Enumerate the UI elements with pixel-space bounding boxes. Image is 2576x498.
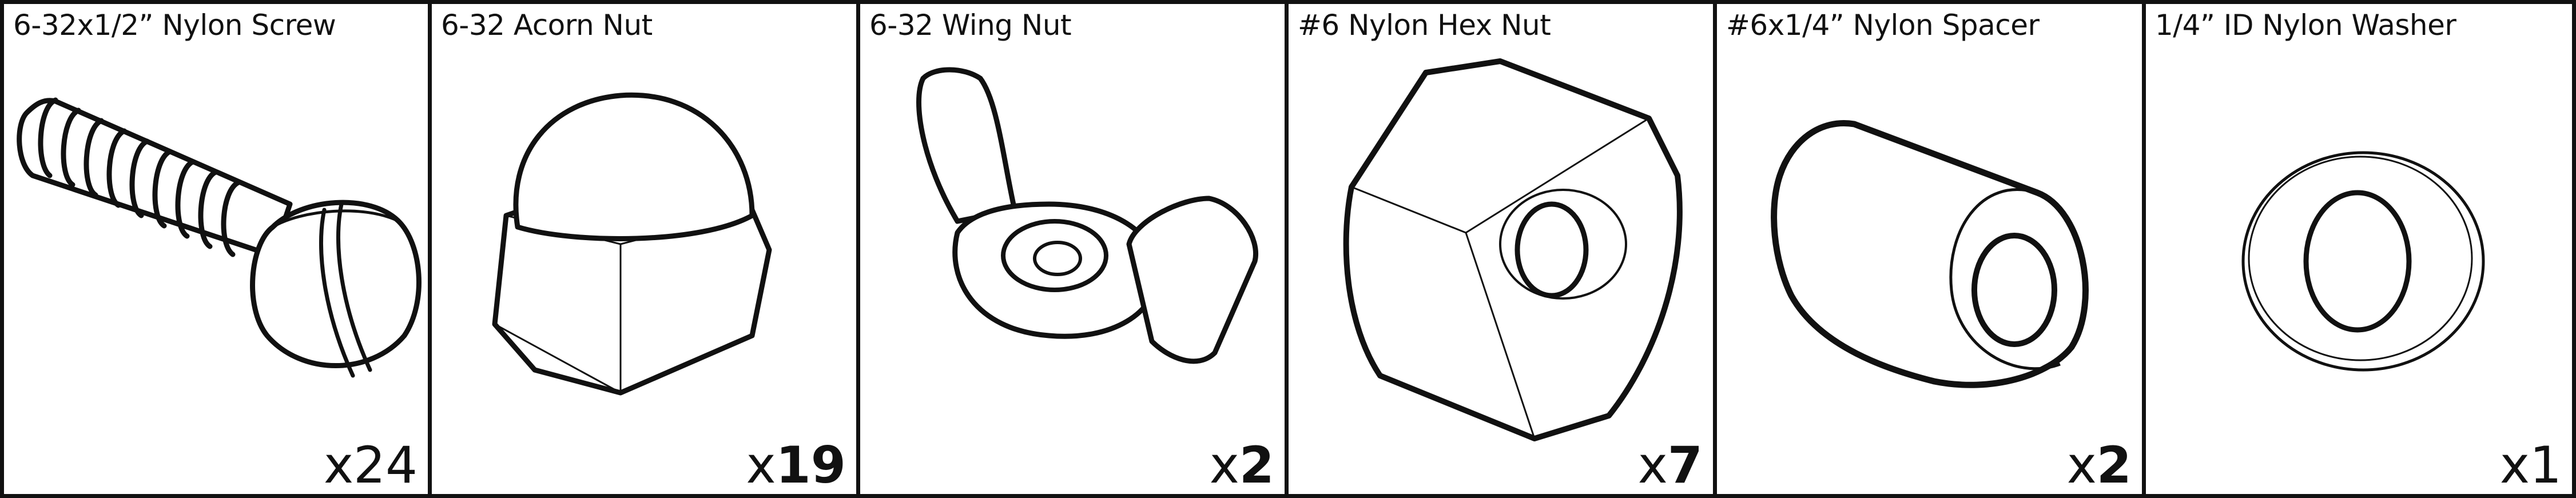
panel-hex-nut: #6 Nylon Hex Nut x7 [1285,0,1717,498]
acorn-nut-illustration [432,4,856,494]
part-label: 1/4” ID Nylon Washer [2155,9,2456,42]
panel-acorn-nut: 6-32 Acorn Nut x19 [428,0,860,498]
panel-nylon-washer: 1/4” ID Nylon Washer x1 [2142,0,2576,498]
part-label: 6-32 Acorn Nut [441,9,653,42]
nylon-screw-illustration [4,4,428,494]
wing-nut-illustration [860,4,1285,494]
nylon-spacer-illustration [1717,4,2142,494]
panel-nylon-spacer: #6x1/4” Nylon Spacer x2 [1713,0,2146,498]
quantity: x7 [1637,436,1703,495]
part-label: #6x1/4” Nylon Spacer [1726,9,2040,42]
quantity: x19 [746,436,846,495]
nylon-washer-illustration [2146,4,2572,494]
hex-nut-illustration [1289,4,1713,494]
quantity: x1 [2499,436,2562,495]
part-label: #6 Nylon Hex Nut [1298,9,1551,42]
panel-wing-nut: 6-32 Wing Nut x2 [856,0,1289,498]
quantity: x2 [2066,436,2132,495]
panel-nylon-screw: 6-32x1/2” Nylon Screw x24 [0,0,432,498]
quantity: x2 [1209,436,1274,495]
quantity: x24 [323,436,418,495]
part-label: 6-32 Wing Nut [869,9,1072,42]
part-label: 6-32x1/2” Nylon Screw [13,9,336,42]
